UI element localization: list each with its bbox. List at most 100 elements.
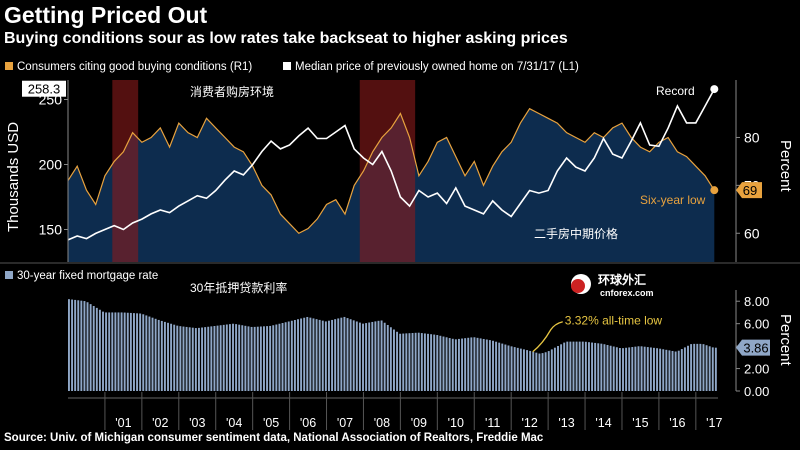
rate-bar — [646, 347, 649, 391]
watermark-globe-inner — [571, 279, 585, 293]
rate-bar — [594, 342, 597, 391]
rate-bar — [495, 341, 498, 391]
price-record-dot — [710, 85, 719, 94]
rate-bar — [588, 342, 590, 391]
rate-bar — [454, 339, 457, 391]
x-tick-label: '04 — [226, 416, 242, 430]
recession-band-0 — [112, 80, 139, 262]
left-tick-label-150: 150 — [39, 222, 63, 238]
x-tick-label: '05 — [263, 416, 279, 430]
rate-bar — [458, 338, 460, 391]
rate-bar — [300, 318, 303, 391]
page-subtitle: Buying conditions sour as low rates take… — [4, 30, 568, 47]
rate-bar — [482, 338, 485, 391]
rate-bar — [259, 326, 262, 391]
ylabel-right-top: Percent — [777, 140, 794, 193]
rate-bar — [368, 322, 371, 391]
x-tick-label: '03 — [189, 416, 205, 430]
rate-bar — [433, 334, 436, 391]
rate-bar — [297, 319, 299, 391]
rate-bar — [513, 347, 516, 391]
rate-bar — [108, 312, 111, 391]
rate-bar — [74, 299, 77, 391]
sentiment-tag-label: 69 — [743, 183, 757, 198]
rate-bar — [198, 327, 200, 391]
rate-bar — [600, 343, 603, 391]
rate-bar — [105, 312, 108, 391]
rate-bar — [293, 319, 296, 391]
rate-bar — [399, 333, 402, 391]
rate-bar — [668, 350, 671, 391]
rate-bar — [523, 349, 525, 391]
rate-bar — [714, 347, 717, 391]
rate-bar — [386, 324, 389, 391]
rate-bar — [683, 347, 686, 391]
rate-bar — [312, 318, 315, 391]
rate-bar — [287, 321, 290, 391]
watermark-cn: 环球外汇 — [598, 272, 646, 287]
rate-bar — [492, 340, 494, 391]
x-tick-label: '06 — [300, 416, 316, 430]
six-year-low-label: Six-year low — [640, 193, 706, 207]
rate-bar — [349, 319, 352, 391]
rate-bar — [436, 335, 439, 391]
rate-bar — [383, 322, 386, 391]
rate-bar — [352, 320, 355, 391]
rate-bar — [173, 324, 176, 391]
rate-bar — [408, 333, 411, 391]
rate-bars-group — [68, 299, 717, 391]
rate-bar — [634, 346, 637, 391]
rate-bar — [148, 316, 151, 391]
rate-bar — [430, 334, 433, 391]
recession-bands — [112, 80, 416, 262]
rate-bar — [328, 320, 330, 391]
rate-bar — [393, 329, 395, 391]
annotation-leader — [532, 321, 563, 353]
rate-bar — [488, 340, 491, 391]
rate-bar — [365, 323, 368, 391]
rate-bar — [507, 345, 510, 391]
bottom-tick-label-8.00: 8.00 — [744, 294, 769, 309]
rate-bar — [485, 339, 488, 391]
recession-band-1 — [359, 80, 416, 262]
rate-bar — [219, 325, 222, 391]
rate-bar — [228, 324, 231, 391]
price-tag-box — [22, 80, 66, 97]
rate-bar — [448, 338, 451, 391]
rate-bar — [708, 346, 711, 391]
rate-bar — [86, 302, 89, 391]
rate-bar — [690, 344, 693, 391]
rate-bar — [95, 307, 98, 391]
x-tick-label: '16 — [669, 416, 685, 430]
rate-bar — [201, 327, 204, 391]
rate-bar — [575, 341, 578, 391]
x-tick-label: '14 — [595, 416, 611, 430]
rate-bar — [591, 342, 594, 391]
rate-bar — [290, 320, 293, 391]
rate-bar — [665, 349, 668, 391]
rate-bar — [272, 325, 275, 391]
rate-bar — [139, 313, 142, 391]
bottom-tick-label-6.00: 6.00 — [744, 317, 769, 332]
rate-bar — [427, 333, 429, 391]
rate-bar — [129, 312, 132, 391]
rate-bar — [343, 316, 346, 391]
rate-bar — [123, 312, 126, 391]
rate-bar — [628, 347, 631, 391]
bottom-tick-label-2.00: 2.00 — [744, 362, 769, 377]
rate-bar — [111, 312, 114, 391]
rate-bar — [578, 341, 581, 391]
rate-bar — [445, 337, 448, 391]
bottom-axes: 0.002.004.006.008.003.863.32% all-time l… — [68, 290, 770, 430]
rate-bar — [405, 333, 408, 391]
rate-bar — [615, 347, 618, 391]
rate-bar — [191, 327, 194, 391]
rate-bar — [306, 316, 309, 391]
rate-bar — [151, 317, 154, 391]
rate-bar — [136, 313, 139, 391]
rate-bar — [176, 325, 179, 391]
rate-bar — [637, 346, 640, 391]
rate-bar — [269, 325, 272, 391]
rate-bar — [498, 342, 501, 391]
